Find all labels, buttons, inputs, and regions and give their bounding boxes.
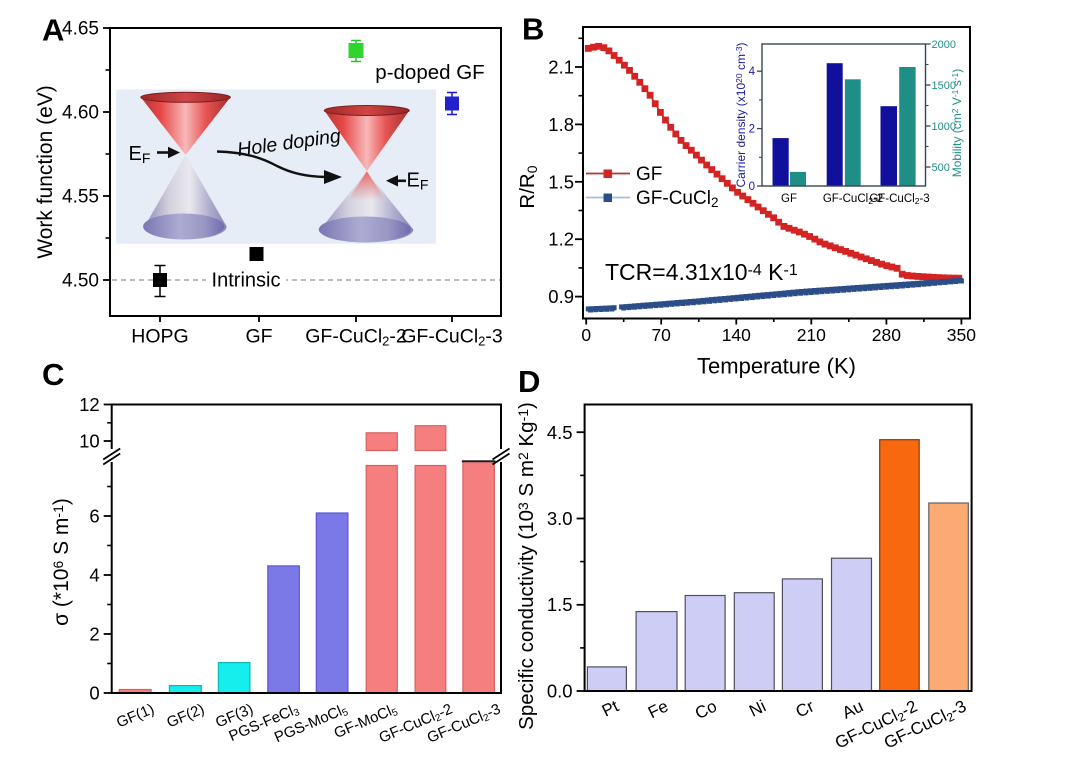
svg-text:1500: 1500: [932, 80, 956, 92]
svg-text:0: 0: [749, 181, 755, 193]
svg-text:0: 0: [89, 683, 99, 704]
svg-text:B: B: [522, 12, 544, 47]
svg-text:10: 10: [79, 431, 100, 452]
svg-text:280: 280: [872, 325, 901, 345]
svg-text:GF-CuCl2-2: GF-CuCl2-2: [305, 326, 407, 349]
svg-text:0: 0: [581, 325, 591, 345]
svg-text:4.65: 4.65: [62, 19, 99, 40]
svg-text:140: 140: [722, 325, 751, 345]
svg-text:GF-CuCl2-3: GF-CuCl2-3: [869, 193, 929, 206]
svg-text:2: 2: [749, 124, 755, 136]
svg-text:350: 350: [947, 325, 976, 345]
svg-text:Work function (eV): Work function (eV): [34, 85, 57, 259]
svg-text:2000: 2000: [932, 39, 956, 51]
svg-text:Carrier density (x1020 cm-3): Carrier density (x1020 cm-3): [734, 42, 748, 187]
svg-text:GF-CuCl2: GF-CuCl2: [636, 188, 718, 210]
svg-text:70: 70: [651, 325, 671, 345]
svg-text:4.50: 4.50: [62, 271, 99, 292]
svg-text:Temperature (K): Temperature (K): [697, 354, 856, 379]
svg-text:0.0: 0.0: [547, 681, 573, 702]
svg-text:2.1: 2.1: [548, 57, 574, 78]
svg-text:C: C: [42, 357, 64, 392]
svg-text:2: 2: [89, 624, 99, 645]
svg-text:D: D: [518, 364, 540, 399]
svg-text:210: 210: [797, 325, 826, 345]
svg-text:TCR=4.31x10-4 K-1: TCR=4.31x10-4 K-1: [605, 259, 798, 285]
svg-text:6: 6: [89, 506, 99, 527]
svg-text:4: 4: [89, 565, 99, 586]
svg-text:GF: GF: [781, 193, 797, 205]
svg-text:4.55: 4.55: [62, 187, 99, 208]
svg-text:12: 12: [79, 394, 100, 415]
svg-text:HOPG: HOPG: [131, 326, 188, 348]
svg-text:GF: GF: [636, 164, 662, 185]
svg-text:A: A: [42, 13, 64, 48]
svg-text:500: 500: [932, 162, 950, 174]
svg-text:4.60: 4.60: [62, 103, 99, 124]
svg-text:4.5: 4.5: [547, 422, 573, 443]
svg-text:p-doped GF: p-doped GF: [375, 61, 484, 84]
svg-text:Pt: Pt: [599, 696, 622, 720]
svg-text:Mobility (cm2 V-1 s-1): Mobility (cm2 V-1 s-1): [950, 69, 964, 178]
svg-text:1000: 1000: [932, 121, 956, 133]
svg-text:GF-CuCl2-2: GF-CuCl2-2: [823, 193, 883, 206]
svg-text:4: 4: [749, 66, 756, 78]
svg-text:1.5: 1.5: [548, 171, 574, 192]
svg-text:GF-CuCl2-3: GF-CuCl2-3: [401, 326, 503, 349]
svg-text:1.2: 1.2: [548, 229, 574, 250]
svg-text:σ (*106 S m-1): σ (*106 S m-1): [50, 498, 73, 626]
svg-text:Ni: Ni: [746, 697, 769, 721]
svg-text:1.8: 1.8: [548, 114, 574, 135]
svg-text:1.5: 1.5: [547, 594, 573, 615]
svg-text:3.0: 3.0: [547, 508, 573, 529]
svg-text:Intrinsic: Intrinsic: [212, 270, 281, 292]
svg-text:GF: GF: [245, 326, 272, 348]
svg-text:0.9: 0.9: [548, 286, 574, 307]
svg-text:Specific conductivity (103 S m: Specific conductivity (103 S m2 Kg-1): [515, 402, 538, 730]
